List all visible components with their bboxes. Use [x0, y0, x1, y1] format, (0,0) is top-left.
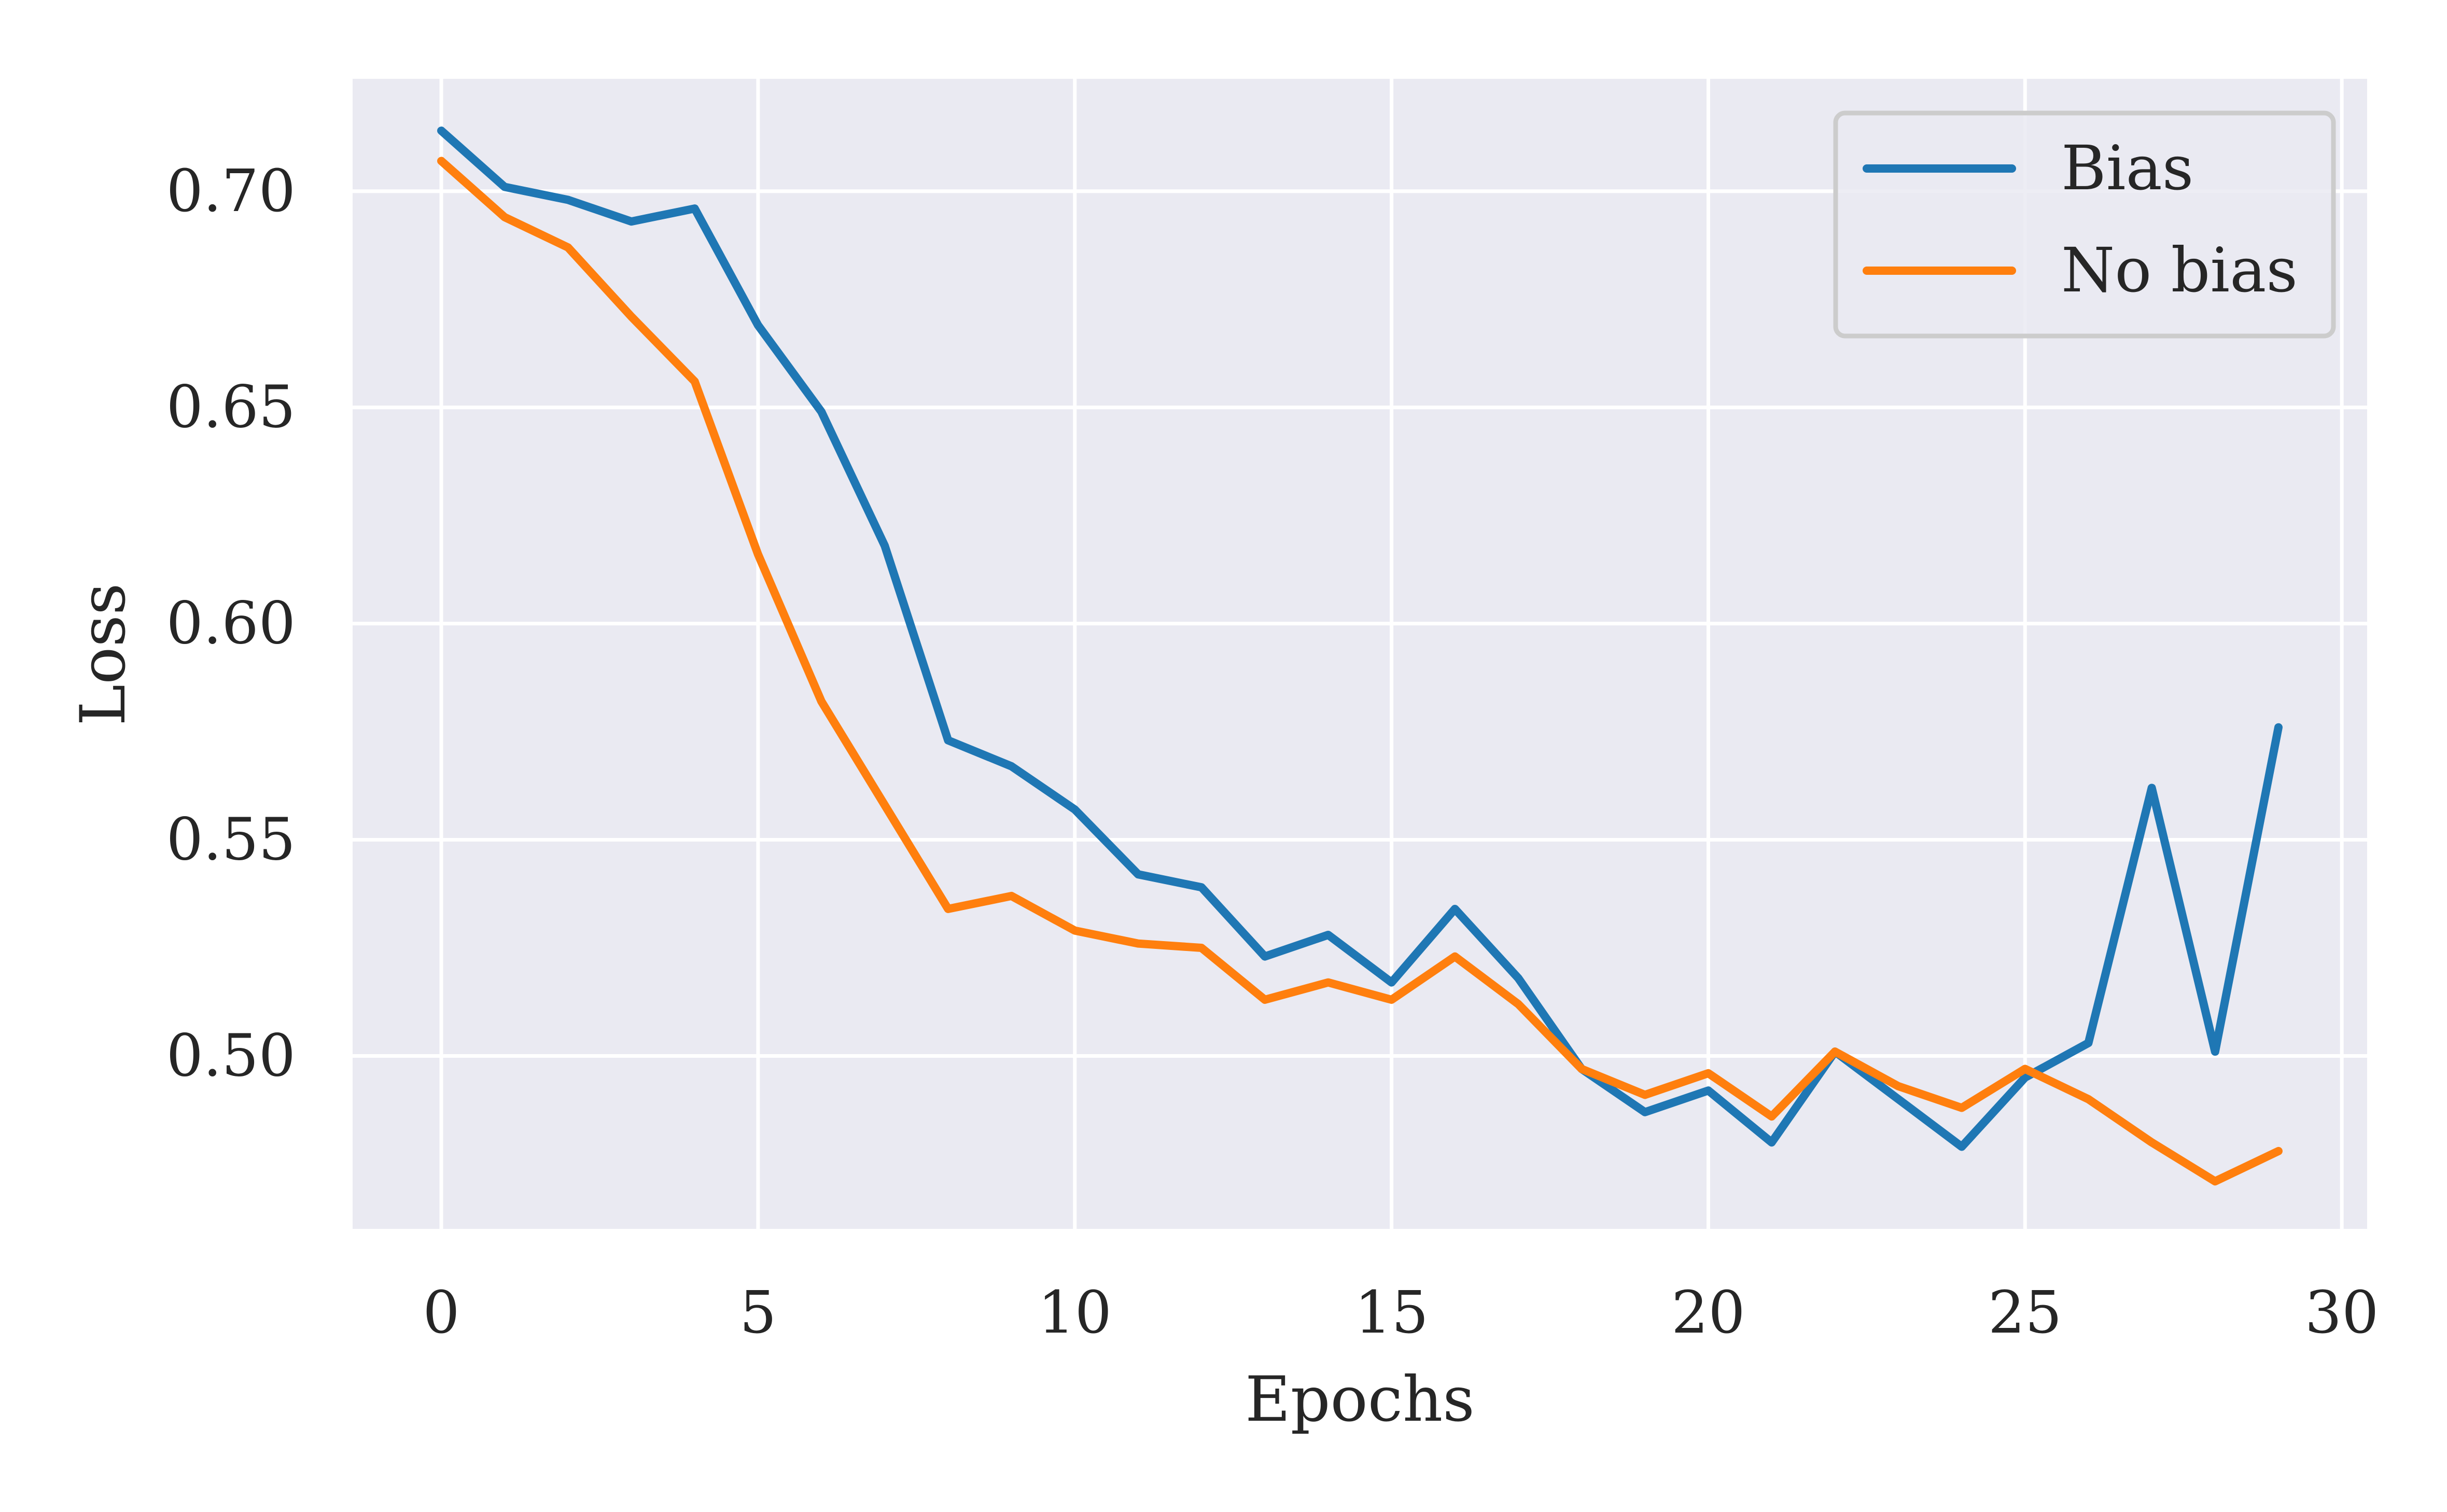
y-tick-label: 0.70	[166, 158, 296, 225]
x-tick-label: 15	[1354, 1279, 1429, 1347]
x-tick-label: 5	[739, 1279, 776, 1347]
y-axis-label: Loss	[67, 583, 139, 725]
y-tick-label: 0.60	[166, 590, 296, 657]
legend-label-1: No bias	[2061, 234, 2298, 306]
x-axis-ticks: 0 5 10 15 20 25 30	[423, 1279, 2379, 1347]
series-line-0	[437, 127, 2283, 1151]
legend: Bias No bias	[1833, 110, 2336, 339]
series-lines	[437, 127, 2283, 1186]
x-tick-label: 25	[1988, 1279, 2062, 1347]
x-tick-label: 0	[423, 1279, 459, 1347]
x-tick-label: 10	[1038, 1279, 1112, 1347]
x-axis-label: Epochs	[1245, 1364, 1475, 1436]
y-tick-label: 0.50	[166, 1022, 296, 1089]
x-tick-label: 30	[2305, 1279, 2379, 1347]
y-tick-label: 0.65	[166, 374, 296, 441]
y-axis-ticks: 0.50 0.55 0.60 0.65 0.70	[166, 158, 296, 1090]
series-line-1	[437, 157, 2283, 1186]
x-tick-label: 20	[1671, 1279, 1745, 1347]
y-tick-label: 0.55	[166, 806, 296, 874]
legend-label-0: Bias	[2061, 132, 2193, 204]
